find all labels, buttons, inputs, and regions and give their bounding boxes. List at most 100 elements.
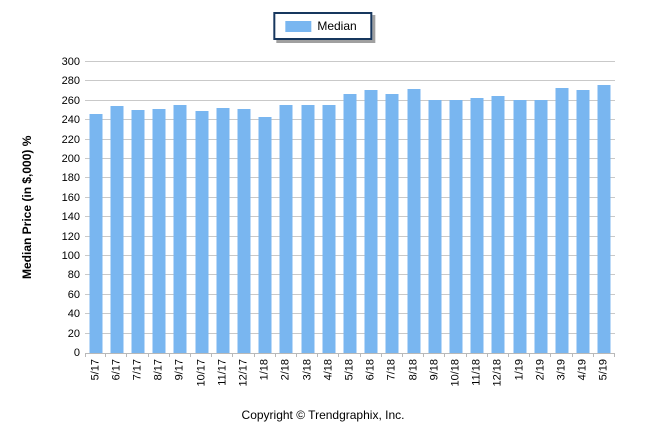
bar-4/18 xyxy=(322,104,336,353)
bar-slot: 3/19 xyxy=(551,62,573,380)
bar-5/18 xyxy=(343,94,357,353)
y-tick-label: 0 xyxy=(73,347,80,359)
bar-11/18 xyxy=(470,97,484,353)
x-tick-label: 10/18 xyxy=(449,359,462,387)
bar-9/18 xyxy=(428,99,442,353)
bar-2/18 xyxy=(279,104,293,353)
x-tick-label: 11/17 xyxy=(216,359,229,386)
y-axis-tick-labels: 300 280 260 240 220 200 180 160 140 120 100 80 60 40 2… xyxy=(44,56,80,359)
y-tick-label: 200 xyxy=(61,153,80,165)
y-tick-label: 260 xyxy=(61,94,80,107)
bar-6/18 xyxy=(364,90,378,353)
bar-slot: 11/18 xyxy=(467,62,489,386)
bar-1/19 xyxy=(513,99,527,353)
x-tick-label: 2/18 xyxy=(279,359,292,381)
gridline-280 xyxy=(85,80,615,82)
x-tick-label: 4/19 xyxy=(576,359,589,381)
bar-12/18 xyxy=(491,95,505,353)
bar-slot: 4/18 xyxy=(318,62,340,380)
bar-10/17 xyxy=(195,111,209,353)
bar-slot: 5/19 xyxy=(594,62,616,380)
x-tick-label: 5/19 xyxy=(597,359,610,381)
x-tick-label: 4/18 xyxy=(322,359,335,381)
y-tick-label: 160 xyxy=(61,191,80,204)
x-tick-label: 10/17 xyxy=(195,359,208,387)
bar-6/17 xyxy=(110,105,124,353)
bar-slot: 3/18 xyxy=(297,62,319,380)
bar-slot: 7/18 xyxy=(382,62,404,380)
y-axis-title: Median Price (in $,000) % xyxy=(20,135,34,280)
bar-11/17 xyxy=(216,107,230,353)
bar-slot: 5/18 xyxy=(339,62,361,380)
x-tick-label: 9/17 xyxy=(173,359,186,381)
x-tick-label: 5/17 xyxy=(89,359,102,381)
y-tick-label: 280 xyxy=(61,75,80,88)
bar-8/17 xyxy=(152,108,166,353)
y-tick-label: 80 xyxy=(67,269,80,282)
bar-7/18 xyxy=(385,94,399,353)
bar-slot: 2/18 xyxy=(276,62,298,380)
bar-slot: 9/17 xyxy=(170,62,192,380)
bar-9/17 xyxy=(173,104,187,353)
bar-series-median: 5/17 6/17 7/17 8/17 9/17 10/17 11/17 12/17 1/18 2… xyxy=(85,62,616,387)
bar-slot: 1/18 xyxy=(255,62,277,380)
bar-12/17 xyxy=(237,108,251,353)
y-tick-label: 40 xyxy=(67,308,80,321)
bar-4/19 xyxy=(576,90,590,353)
x-tick-label: 1/18 xyxy=(258,359,271,381)
bar-5/17 xyxy=(89,114,103,353)
y-tick-label: 180 xyxy=(61,172,80,185)
bar-slot: 5/17 xyxy=(85,62,107,380)
gridline-300 xyxy=(85,61,615,62)
bar-10/18 xyxy=(449,99,463,353)
bar-1/18 xyxy=(258,117,272,353)
bar-5/19 xyxy=(597,85,611,353)
x-tick-label: 3/18 xyxy=(301,359,314,381)
bar-slot: 9/18 xyxy=(424,62,446,380)
x-tick-label: 6/18 xyxy=(364,359,377,381)
x-tick-label: 7/17 xyxy=(131,359,144,381)
bar-slot: 11/17 xyxy=(212,62,234,386)
y-tick-label: 300 xyxy=(61,56,80,68)
bar-slot: 2/19 xyxy=(530,62,552,380)
x-tick-label: 8/18 xyxy=(407,359,420,381)
x-tick-label: 11/18 xyxy=(470,359,483,386)
y-tick-label: 240 xyxy=(61,114,80,127)
y-tick-label: 140 xyxy=(61,211,80,224)
bar-slot: 1/19 xyxy=(509,62,531,380)
bar-slot: 6/17 xyxy=(106,62,128,380)
x-tick-label: 12/18 xyxy=(491,359,504,387)
x-tick-label: 6/17 xyxy=(110,359,123,381)
plot-area: 5/17 6/17 7/17 8/17 9/17 10/17 11/17 12/17 1/18 2… xyxy=(85,61,616,387)
y-tick-label: 220 xyxy=(61,133,80,146)
x-tick-label: 8/17 xyxy=(152,359,165,381)
x-tick-label: 3/19 xyxy=(555,359,568,381)
bar-2/19 xyxy=(534,99,548,353)
bar-slot: 7/17 xyxy=(127,62,149,380)
bar-8/18 xyxy=(407,89,421,353)
legend-swatch-median xyxy=(285,20,312,32)
x-tick-label: 1/19 xyxy=(513,359,526,381)
bar-slot: 6/18 xyxy=(361,62,383,380)
bar-slot: 12/18 xyxy=(488,62,510,387)
bar-slot: 10/18 xyxy=(445,62,467,387)
bar-slot: 4/19 xyxy=(573,62,595,380)
x-tick-label: 7/18 xyxy=(385,359,398,381)
y-tick-label: 20 xyxy=(67,327,80,340)
bar-slot: 8/17 xyxy=(149,62,171,380)
copyright-text: Copyright © Trendgraphix, Inc. xyxy=(241,408,405,422)
y-tick-label: 120 xyxy=(61,230,80,243)
bar-slot: 12/17 xyxy=(233,62,255,387)
x-tick-label: 2/19 xyxy=(534,359,547,381)
bar-3/18 xyxy=(301,104,315,353)
x-tick-label: 12/17 xyxy=(237,359,250,387)
bar-slot: 10/17 xyxy=(191,62,213,387)
bar-slot: 8/18 xyxy=(403,62,425,380)
chart-legend: Median xyxy=(273,12,373,40)
y-tick-label: 100 xyxy=(61,250,80,262)
bar-3/19 xyxy=(555,88,569,353)
bar-7/17 xyxy=(131,109,145,353)
legend-label-median: Median xyxy=(317,19,357,33)
y-tick-label: 60 xyxy=(67,288,80,301)
x-tick-label: 9/18 xyxy=(428,359,441,381)
